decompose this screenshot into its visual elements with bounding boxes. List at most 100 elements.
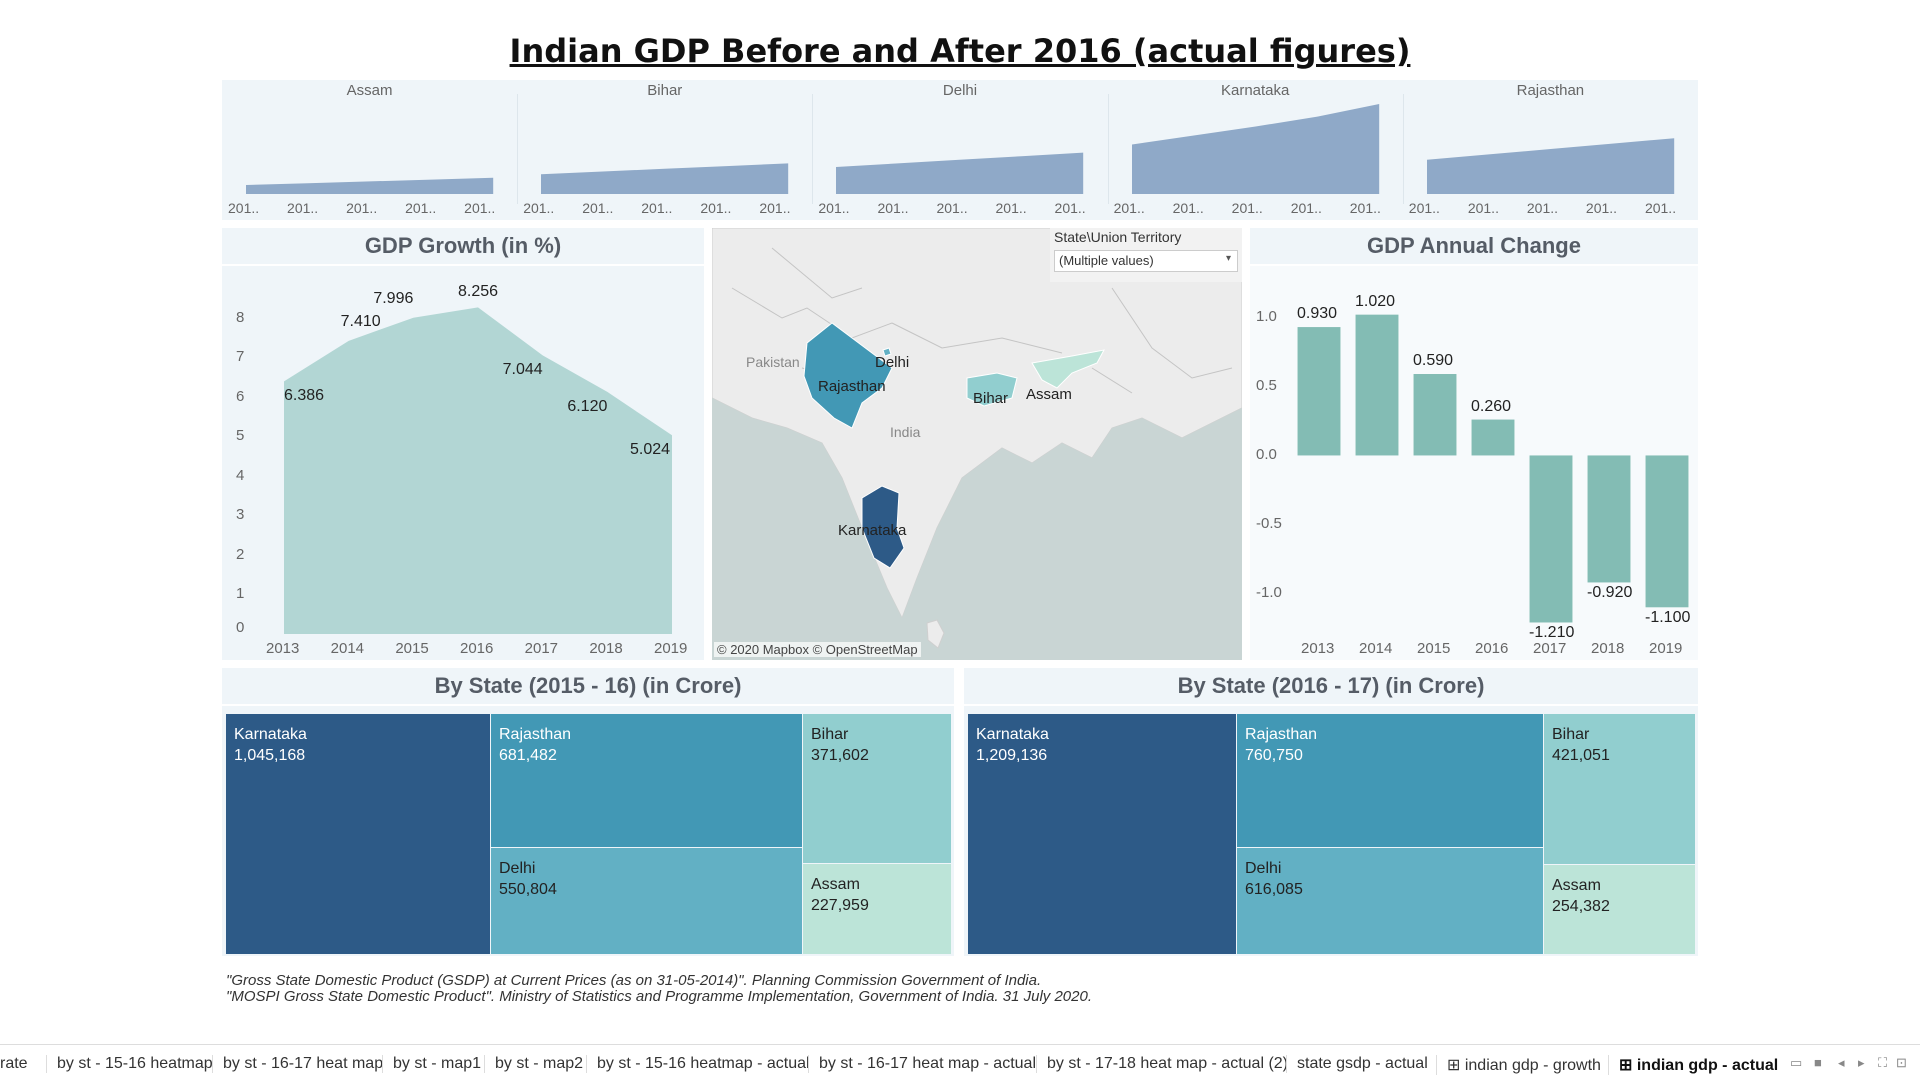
sheet-tab-bar: rate by st - 15-16 heatmap by st - 16-17… [0, 1044, 1920, 1081]
data-label: 0.260 [1471, 397, 1512, 415]
delhi-region [882, 347, 892, 357]
sheet-tab[interactable]: by st - 15-16 heatmap - actual [586, 1055, 810, 1073]
x-tick-label: 201.. [1113, 200, 1145, 216]
assam-region [1031, 349, 1105, 389]
fullscreen-icon[interactable]: ⛶ [1878, 1055, 1888, 1070]
sheet-tab[interactable]: by st - 15-16 heatmap [46, 1055, 213, 1073]
x-tick-label: 201.. [1231, 200, 1263, 216]
x-tick-label: 2015 [395, 640, 429, 657]
state-area-svg [246, 177, 494, 194]
treemap-1617-title: By State (2016 - 17) (in Crore) [1177, 673, 1485, 698]
treemap-cell[interactable]: Karnataka 1,045,168 [226, 714, 490, 954]
filmstrip-icon[interactable]: ■ [1814, 1055, 1822, 1070]
tab-bar-controls: ▭ ■ ◂ ▸ ⛶ ⊡ [1790, 1055, 1910, 1073]
x-tick-label: 201.. [523, 200, 555, 216]
map-sea [712, 398, 1242, 660]
state-label: Rajasthan [1516, 82, 1585, 99]
state-filter-dropdown[interactable]: (Multiple values) ▾ [1054, 250, 1238, 272]
treemap-cell[interactable]: Delhi 616,085 [1237, 848, 1543, 954]
sheet-tab[interactable]: state gsdp - actual [1286, 1055, 1428, 1073]
treemap-1617-header: By State (2016 - 17) (in Crore) [964, 668, 1698, 704]
annual-change-header: GDP Annual Change [1250, 228, 1698, 264]
x-tick-label: 201.. [1644, 200, 1677, 216]
y-tick-label: 7 [236, 348, 245, 366]
data-label: 7.410 [340, 312, 381, 330]
state-filter: State\Union Territory (Multiple values) … [1050, 228, 1242, 282]
gdp-growth-panel[interactable]: 0 1 2 3 4 5 6 7 8 2013 2014 2015 2016 2017 2018 2019 6.3… [222, 266, 704, 660]
treemap-cell[interactable]: Assam 227,959 [803, 864, 951, 954]
y-tick-label: 8 [236, 308, 245, 326]
x-tick-label: 201.. [346, 200, 378, 216]
treemap-cell[interactable]: Bihar 371,602 [803, 714, 951, 863]
x-tick-label: 201.. [818, 200, 850, 216]
data-label: -1.100 [1645, 609, 1691, 627]
x-tick-label: 201.. [228, 200, 260, 216]
x-tick-label: 2016 [1475, 640, 1509, 657]
sheet-tab[interactable]: by st - 16-17 heat map - actual [808, 1055, 1036, 1073]
state-area-svg [1426, 138, 1674, 194]
sheet-tab[interactable]: by st - 17-18 heat map - actual (2) [1036, 1055, 1288, 1073]
x-tick-label: 2017 [524, 640, 559, 657]
sheet-tab[interactable]: by st - map2 [484, 1055, 583, 1073]
y-tick-label: 1.0 [1256, 308, 1277, 326]
x-tick-label: 2019 [1649, 640, 1683, 657]
x-tick-label: 201.. [1054, 200, 1086, 216]
sheet-tab-active[interactable]: ⊞ indian gdp - actual [1608, 1055, 1778, 1075]
x-tick-label: 2013 [1301, 640, 1335, 657]
next-sheet-icon[interactable]: ▸ [1858, 1055, 1865, 1070]
x-tick-label: 201.. [1467, 200, 1499, 216]
panel-divider [517, 94, 519, 204]
treemap-cell[interactable]: Rajasthan 760,750 [1237, 714, 1543, 847]
x-tick-label: 2015 [1417, 640, 1451, 657]
treemap-1516-title: By State (2015 - 16) (in Crore) [434, 673, 742, 698]
data-label: 8.256 [458, 283, 499, 301]
sheet-tab[interactable]: by st - 16-17 heat map [212, 1055, 383, 1073]
treemap-1617-panel: Karnataka 1,209,136 Rajasthan 760,750 Delh… [964, 706, 1698, 956]
annual-change-panel[interactable]: 1.0 0.5 0.0 -0.5 -1.0 2013 2014 2015 2016 2017 201… [1250, 266, 1698, 660]
x-tick-label: 201.. [582, 200, 614, 216]
data-label: 1.020 [1355, 292, 1396, 310]
bar [1587, 455, 1631, 583]
sheet-tab[interactable]: by st - map1 [382, 1055, 481, 1073]
sheet-tab[interactable]: rate [0, 1055, 28, 1072]
y-tick-label: -1.0 [1256, 584, 1282, 602]
map-panel[interactable]: Pakistan India Delhi Rajasthan Bihar Ass… [712, 228, 1242, 660]
x-tick-label: 201.. [995, 200, 1027, 216]
x-tick-label: 201.. [1172, 200, 1204, 216]
treemap-cell[interactable]: Bihar 421,051 [1544, 714, 1695, 864]
treemap-cell[interactable]: Karnataka 1,209,136 [968, 714, 1236, 954]
treemap-cell[interactable]: Rajasthan 681,482 [491, 714, 802, 847]
map-island [926, 619, 945, 649]
y-tick-label: 4 [236, 466, 245, 484]
citation-2: "MOSPI Gross State Domestic Product". Mi… [226, 988, 1093, 1005]
state-area [1131, 104, 1379, 194]
x-tick-label: 2013 [266, 640, 300, 657]
small-multiples-panel: Assam 201.. 201.. 201.. 201.. 201.. Bihar 201..… [222, 80, 1698, 220]
state-label: Assam [346, 82, 393, 99]
gdp-growth-header: GDP Growth (in %) [222, 228, 704, 264]
presentation-icon[interactable]: ⊡ [1896, 1055, 1907, 1070]
map-label-delhi: Delhi [875, 354, 910, 371]
x-tick-label: 201.. [287, 200, 319, 216]
x-tick-label: 201.. [759, 200, 791, 216]
sheet-tab[interactable]: ⊞ indian gdp - growth [1436, 1055, 1601, 1075]
data-label: 0.590 [1413, 352, 1454, 369]
panel-divider [1402, 94, 1404, 204]
bar [1297, 327, 1341, 456]
x-tick-label: 201.. [700, 200, 732, 216]
state-label: Delhi [942, 82, 978, 99]
panel-divider [812, 94, 814, 204]
state-area [246, 177, 494, 194]
grid-view-icon[interactable]: ▭ [1790, 1055, 1803, 1070]
bar [1471, 419, 1515, 456]
state-filter-value: (Multiple values) [1059, 253, 1154, 268]
map-attribution: © 2020 Mapbox © OpenStreetMap [714, 642, 921, 657]
x-tick-label: 201.. [641, 200, 673, 216]
state-area [836, 152, 1084, 194]
treemap-cell[interactable]: Delhi 550,804 [491, 848, 802, 954]
treemap-cell[interactable]: Assam 254,382 [1544, 865, 1695, 954]
y-tick-label: 0.5 [1256, 377, 1277, 395]
x-tick-label: 201.. [405, 200, 437, 216]
data-label: 5.024 [630, 441, 671, 459]
prev-sheet-icon[interactable]: ◂ [1838, 1055, 1845, 1070]
